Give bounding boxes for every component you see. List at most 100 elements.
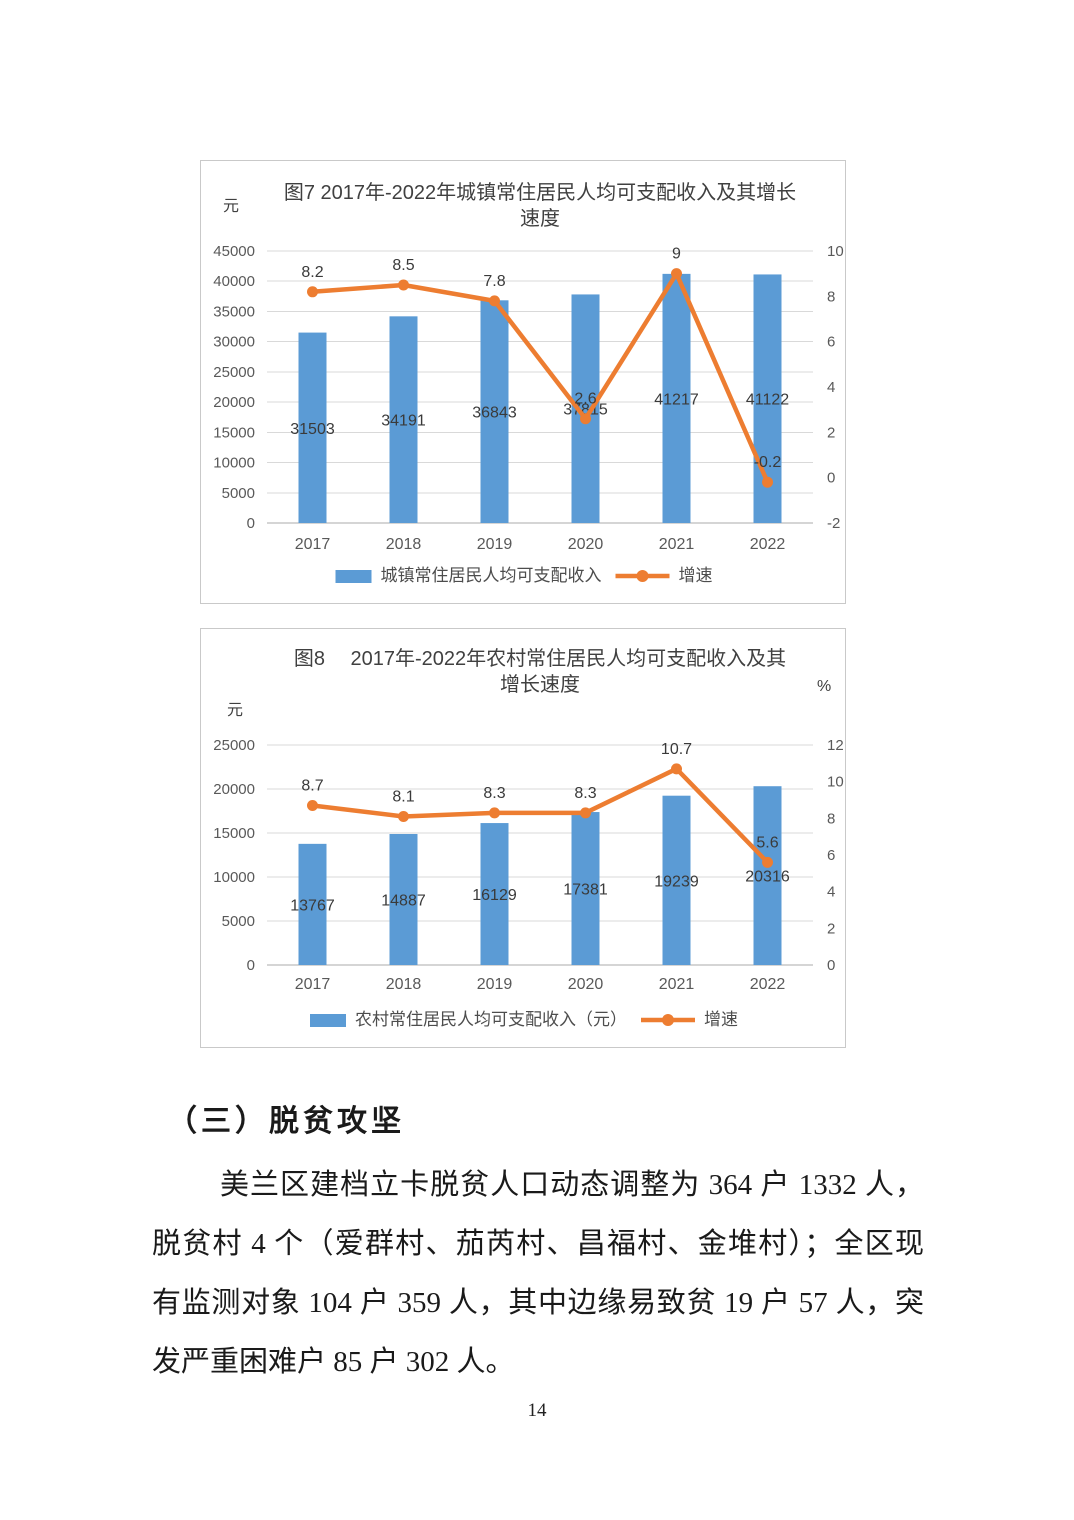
left-axis-tick-label: 25000	[213, 737, 255, 754]
x-axis-label: 2019	[477, 976, 513, 993]
bar-value-label: 41217	[654, 391, 699, 408]
x-axis-label: 2018	[386, 976, 422, 993]
page-number: 14	[527, 1400, 547, 1421]
left-axis-tick-label: 15000	[213, 825, 255, 842]
legend-bar-swatch	[335, 570, 372, 583]
right-axis-tick-label: 4	[827, 884, 835, 901]
right-axis-tick-label: 12	[827, 737, 844, 754]
chart-title: 增长速度	[500, 673, 580, 696]
bar-2021	[662, 795, 691, 965]
bar-value-label: 17381	[563, 882, 608, 899]
chart-title: 图7 2017年-2022年城镇常住居民人均可支配收入及其增长	[284, 181, 796, 204]
left-axis-tick-label: 40000	[213, 273, 255, 290]
line-marker	[762, 476, 773, 488]
x-axis-label: 2017	[295, 976, 331, 993]
right-axis-tick-label: 0	[827, 470, 835, 487]
paragraph-line: 美兰区建档立卡脱贫人口动态调整为 364 户 1332 人，	[220, 1169, 924, 1201]
legend-line-marker	[636, 570, 649, 582]
legend-line-label: 增速	[679, 566, 713, 585]
legend-bar-label: 城镇常住居民人均可支配收入	[381, 566, 602, 585]
line-value-label: 7.8	[483, 273, 505, 290]
left-axis-tick-label: 35000	[213, 303, 255, 320]
bar-value-label: 31503	[290, 421, 335, 438]
x-axis-label: 2018	[386, 536, 422, 553]
line-marker	[671, 763, 682, 775]
left-axis-tick-label: 25000	[213, 364, 255, 381]
bar-value-label: 14887	[381, 892, 426, 909]
bar-2017	[298, 843, 327, 965]
chart-title: 速度	[520, 207, 560, 230]
line-value-label: 5.6	[756, 834, 778, 851]
left-axis-tick-label: 10000	[213, 455, 255, 472]
line-value-label: 8.7	[301, 778, 323, 795]
left-axis-tick-label: 45000	[213, 243, 255, 260]
figure7-svg: 0 5000 10000 15000 20000 25000 30000 35000 40000…	[213, 181, 844, 585]
right-axis-tick-label: 10	[827, 243, 844, 260]
left-axis-unit: 元	[227, 702, 243, 719]
x-axis-label: 2021	[659, 976, 695, 993]
body-paragraph: 美兰区建档立卡脱贫人口动态调整为 364 户 1332 人， 脱贫村 4 个（爱…	[152, 1156, 924, 1392]
line-marker	[762, 856, 773, 868]
paragraph-line: 脱贫村 4 个（爱群村、茄芮村、昌福村、金堆村）；全区现	[152, 1228, 924, 1260]
bar-value-label: 16129	[472, 887, 517, 904]
line-value-label: 8.3	[574, 785, 596, 802]
left-axis-tick-label: 30000	[213, 334, 255, 351]
line-value-label: 10.7	[661, 741, 692, 758]
x-axis-label: 2020	[568, 536, 604, 553]
growth-rate-line	[312, 766, 770, 864]
x-axis-label: 2017	[295, 536, 331, 553]
line-marker	[307, 286, 318, 298]
left-axis-tick-label: 20000	[213, 394, 255, 411]
right-axis-tick-label: 10	[827, 774, 844, 791]
line-value-label: 2.6	[574, 391, 596, 408]
legend-bar-label: 农村常住居民人均可支配收入（元）	[355, 1010, 627, 1029]
line-value-label: 9	[672, 246, 681, 263]
bar-2019	[480, 823, 509, 965]
line-marker	[671, 268, 682, 280]
left-axis-tick-label: 5000	[222, 913, 255, 930]
bar-2020	[571, 812, 600, 965]
left-axis-tick-label: 5000	[222, 485, 255, 502]
bar-2019	[480, 300, 509, 523]
right-axis-tick-label: -2	[827, 515, 840, 532]
figure7-urban-income-chart: 0 5000 10000 15000 20000 25000 30000 35000 40000…	[200, 160, 846, 604]
line-marker	[580, 807, 591, 819]
left-axis-tick-label: 0	[247, 957, 255, 974]
line-marker	[398, 279, 409, 291]
left-axis-tick-label: 15000	[213, 424, 255, 441]
figure8-svg: 0 5000 10000 15000 20000 25000 0 2 4 6 8 10 12 图8 201…	[213, 647, 844, 1029]
right-axis-tick-label: 6	[827, 334, 835, 351]
line-marker	[489, 807, 500, 819]
line-marker	[398, 811, 409, 822]
right-axis-tick-label: 8	[827, 810, 835, 827]
line-value-label: 8.1	[392, 789, 414, 806]
x-axis-label: 2020	[568, 976, 604, 993]
right-axis-tick-label: 6	[827, 847, 835, 864]
bar-2017	[298, 332, 327, 523]
x-axis-label: 2022	[750, 536, 786, 553]
figure8-rural-income-chart: 0 5000 10000 15000 20000 25000 0 2 4 6 8 10 12 图8 201…	[200, 628, 846, 1048]
left-axis-tick-label: 0	[247, 515, 255, 532]
line-value-label: 8.2	[301, 264, 323, 281]
right-axis-tick-label: 8	[827, 288, 835, 305]
line-value-label: 8.3	[483, 785, 505, 802]
bar-2021	[662, 273, 691, 523]
right-axis-tick-label: 4	[827, 379, 835, 396]
legend-line-label: 增速	[704, 1010, 738, 1029]
right-axis-tick-label: 2	[827, 920, 835, 937]
x-axis-label: 2021	[659, 536, 695, 553]
left-axis-unit: 元	[223, 198, 239, 215]
line-value-label: -0.2	[754, 454, 782, 471]
bar-value-label: 36843	[472, 405, 517, 422]
bar-value-label: 13767	[290, 897, 335, 914]
line-marker	[489, 295, 500, 307]
paragraph-line: 有监测对象 104 户 359 人，其中边缘易致贫 19 户 57 人，突	[152, 1287, 924, 1319]
right-axis-tick-label: 0	[827, 957, 835, 974]
paragraph-line: 发严重困难户 85 户 302 人。	[152, 1346, 515, 1378]
bar-value-label: 20316	[745, 869, 790, 886]
left-axis-tick-label: 20000	[213, 781, 255, 798]
line-value-label: 8.5	[392, 257, 414, 274]
growth-rate-line	[312, 271, 770, 484]
left-axis-tick-label: 10000	[213, 869, 255, 886]
legend-line-marker	[662, 1014, 674, 1026]
